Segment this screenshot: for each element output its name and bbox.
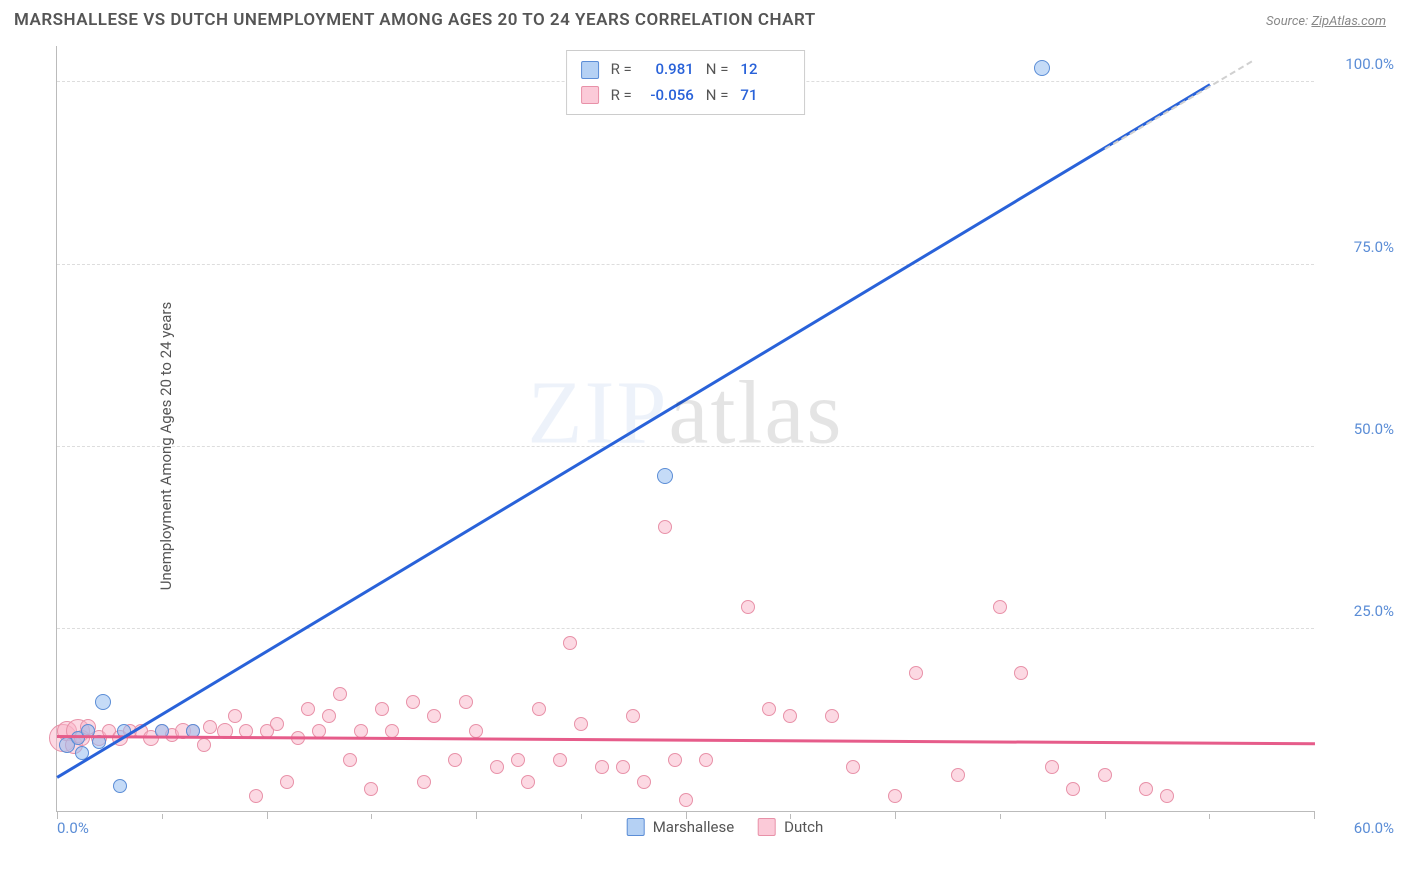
- x-tick: [1314, 811, 1315, 819]
- scatter-point-dutch: [448, 753, 462, 767]
- scatter-point-dutch: [1014, 666, 1028, 680]
- legend-row-dutch: R = -0.056 N = 71: [581, 83, 791, 109]
- legend-item-marshallese: Marshallese: [627, 818, 734, 836]
- y-tick-label: 25.0%: [1324, 602, 1394, 620]
- x-tick: [476, 811, 477, 819]
- series-legend: Marshallese Dutch: [627, 818, 824, 836]
- trendline-dutch: [57, 735, 1315, 745]
- scatter-point-dutch: [203, 720, 217, 734]
- scatter-point-dutch: [406, 695, 420, 709]
- plot-region: R = 0.981 N = 12 R = -0.056 N = 71 ZIPat…: [56, 46, 1314, 812]
- watermark: ZIPatlas: [528, 362, 844, 465]
- x-tick: [895, 811, 896, 819]
- x-tick-minor: [162, 814, 163, 819]
- scatter-point-dutch: [616, 760, 630, 774]
- trendline-extrapolation: [1105, 61, 1253, 150]
- n-value-dutch: 71: [740, 83, 790, 109]
- x-label-min: 0.0%: [57, 819, 89, 837]
- x-tick: [267, 811, 268, 819]
- scatter-point-dutch: [553, 753, 567, 767]
- gridline: [57, 628, 1314, 629]
- scatter-point-dutch: [364, 782, 378, 796]
- scatter-point-dutch: [427, 709, 441, 723]
- scatter-point-dutch: [270, 717, 284, 731]
- scatter-point-dutch: [343, 753, 357, 767]
- scatter-point-dutch: [574, 717, 588, 731]
- chart-area: R = 0.981 N = 12 R = -0.056 N = 71 ZIPat…: [56, 46, 1394, 842]
- gridline: [57, 264, 1314, 265]
- scatter-point-dutch: [1066, 782, 1080, 796]
- correlation-legend: R = 0.981 N = 12 R = -0.056 N = 71: [566, 50, 806, 115]
- scatter-point-dutch: [249, 789, 263, 803]
- scatter-point-dutch: [521, 775, 535, 789]
- scatter-point-dutch: [301, 702, 315, 716]
- scatter-point-dutch: [333, 687, 347, 701]
- x-tick-minor: [1209, 814, 1210, 819]
- scatter-point-dutch: [1139, 782, 1153, 796]
- swatch-blue-icon: [581, 61, 599, 79]
- scatter-point-dutch: [532, 702, 546, 716]
- scatter-point-dutch: [1098, 768, 1112, 782]
- scatter-point-dutch: [385, 724, 399, 738]
- x-tick-minor: [581, 814, 582, 819]
- n-value-marshallese: 12: [740, 57, 790, 83]
- chart-title: MARSHALLESE VS DUTCH UNEMPLOYMENT AMONG …: [14, 10, 816, 30]
- y-tick-label: 50.0%: [1324, 420, 1394, 438]
- r-value-marshallese: 0.981: [644, 57, 694, 83]
- scatter-point-dutch: [909, 666, 923, 680]
- scatter-point-dutch: [490, 760, 504, 774]
- swatch-pink-icon: [758, 818, 776, 836]
- scatter-point-dutch: [658, 520, 672, 534]
- source-link[interactable]: ZipAtlas.com: [1311, 14, 1386, 29]
- swatch-pink-icon: [581, 86, 599, 104]
- scatter-point-dutch: [762, 702, 776, 716]
- scatter-point-dutch: [417, 775, 431, 789]
- r-value-dutch: -0.056: [644, 83, 694, 109]
- scatter-point-dutch: [679, 793, 693, 807]
- swatch-blue-icon: [627, 818, 645, 836]
- scatter-point-marshallese: [657, 468, 673, 484]
- scatter-point-dutch: [322, 709, 336, 723]
- scatter-point-marshallese: [95, 694, 111, 710]
- scatter-point-dutch: [993, 600, 1007, 614]
- y-tick-label: 100.0%: [1324, 55, 1394, 73]
- header: MARSHALLESE VS DUTCH UNEMPLOYMENT AMONG …: [0, 0, 1406, 36]
- scatter-point-dutch: [637, 775, 651, 789]
- trendline-marshallese: [56, 83, 1210, 778]
- scatter-point-dutch: [825, 709, 839, 723]
- scatter-point-dutch: [375, 702, 389, 716]
- x-tick: [1105, 811, 1106, 819]
- scatter-point-dutch: [1045, 760, 1059, 774]
- scatter-point-dutch: [951, 768, 965, 782]
- scatter-point-dutch: [1160, 789, 1174, 803]
- scatter-point-dutch: [563, 636, 577, 650]
- scatter-point-dutch: [228, 709, 242, 723]
- legend-row-marshallese: R = 0.981 N = 12: [581, 57, 791, 83]
- legend-item-dutch: Dutch: [758, 818, 823, 836]
- scatter-point-dutch: [699, 753, 713, 767]
- scatter-point-dutch: [511, 753, 525, 767]
- x-tick-minor: [371, 814, 372, 819]
- scatter-point-dutch: [846, 760, 860, 774]
- x-tick-minor: [1000, 814, 1001, 819]
- scatter-point-dutch: [783, 709, 797, 723]
- scatter-point-marshallese: [1034, 60, 1050, 76]
- scatter-point-marshallese: [113, 779, 127, 793]
- y-tick-label: 75.0%: [1324, 238, 1394, 256]
- gridline: [57, 446, 1314, 447]
- scatter-point-dutch: [469, 724, 483, 738]
- scatter-point-dutch: [741, 600, 755, 614]
- scatter-point-dutch: [197, 738, 211, 752]
- scatter-point-dutch: [626, 709, 640, 723]
- source-attribution: Source: ZipAtlas.com: [1266, 14, 1386, 29]
- scatter-point-dutch: [595, 760, 609, 774]
- scatter-point-dutch: [888, 789, 902, 803]
- scatter-point-dutch: [280, 775, 294, 789]
- x-label-max: 60.0%: [1324, 819, 1394, 837]
- scatter-point-dutch: [459, 695, 473, 709]
- x-tick: [57, 811, 58, 819]
- scatter-point-dutch: [668, 753, 682, 767]
